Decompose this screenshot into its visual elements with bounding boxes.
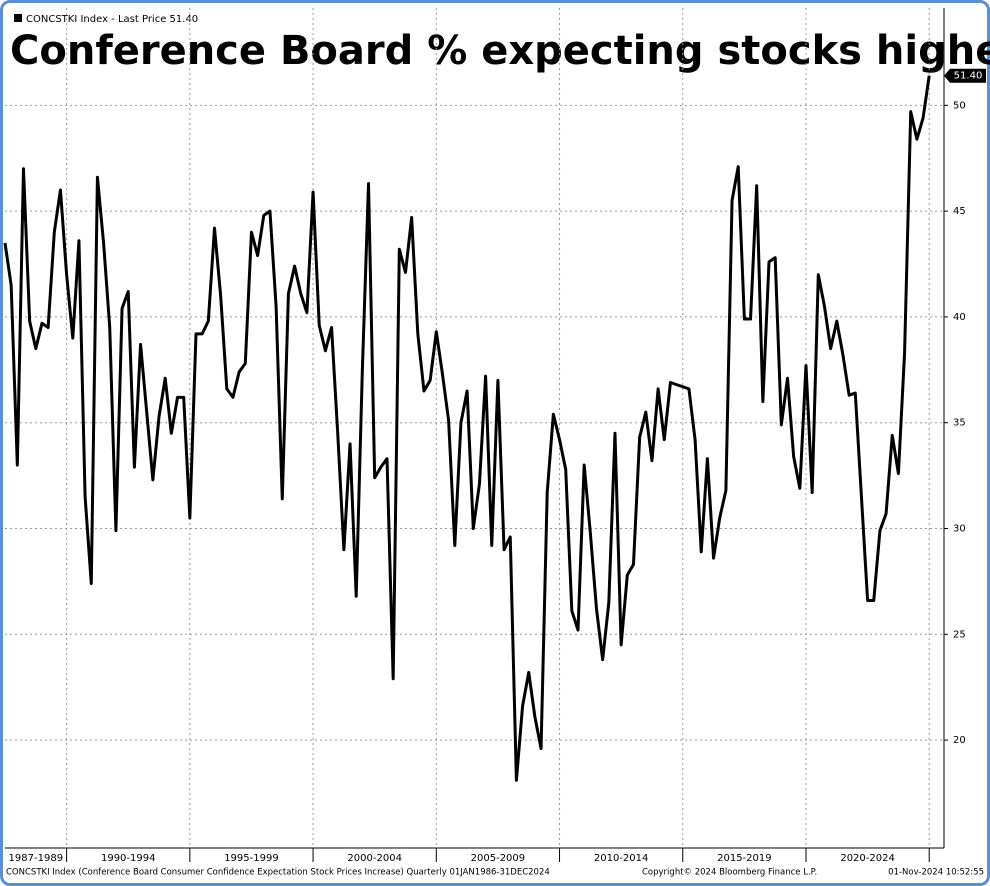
x-band-label: 2010-2014 — [594, 853, 649, 864]
x-band-label: 2020-2024 — [840, 853, 895, 864]
x-band-label: 2000-2004 — [347, 853, 402, 864]
x-band-label: 2005-2009 — [471, 853, 526, 864]
legend-swatch — [14, 14, 22, 22]
y-tick-label: 20 — [953, 735, 966, 746]
x-band-label: 1995-1999 — [224, 853, 279, 864]
y-tick-label: 45 — [953, 206, 966, 217]
y-tick-label: 40 — [953, 312, 966, 323]
last-price-label: 51.40 — [954, 71, 983, 82]
footer-copyright: Copyright© 2024 Bloomberg Finance L.P. — [642, 868, 817, 878]
x-band-label: 2015-2019 — [717, 853, 772, 864]
y-tick-label: 50 — [953, 100, 966, 111]
x-band-label: 1990-1994 — [101, 853, 156, 864]
x-band-label: 1987-1989 — [9, 853, 64, 864]
footer-timestamp: 01-Nov-2024 10:52:55 — [888, 868, 984, 878]
y-tick-label: 35 — [953, 418, 966, 429]
y-tick-label: 30 — [953, 524, 966, 535]
data-line — [3, 75, 931, 782]
chart-title: Conference Board % expecting stocks high… — [10, 28, 990, 74]
y-tick-label: 25 — [953, 629, 966, 640]
last-price-tag — [944, 68, 986, 83]
footer-source: CONCSTKI Index (Conference Board Consume… — [6, 868, 550, 878]
legend-label: CONCSTKI Index - Last Price 51.40 — [26, 14, 198, 25]
